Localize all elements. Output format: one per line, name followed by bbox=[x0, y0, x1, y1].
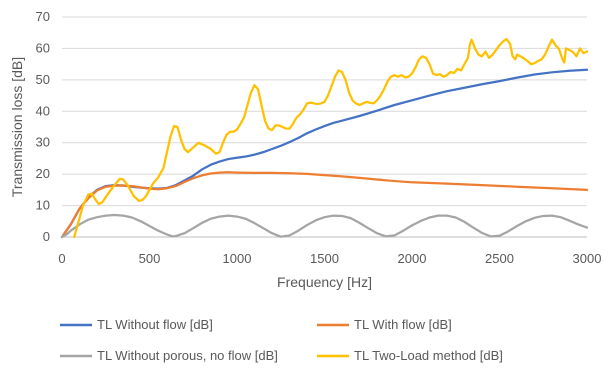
x-tick-label-500: 500 bbox=[139, 251, 161, 266]
x-tick-label-2000: 2000 bbox=[398, 251, 427, 266]
series-line-3 bbox=[60, 213, 589, 239]
y-tick-label-10: 10 bbox=[36, 198, 50, 213]
y-tick-label-20: 20 bbox=[36, 166, 50, 181]
gridlines bbox=[62, 16, 587, 207]
y-tick-label-40: 40 bbox=[36, 103, 50, 118]
legend: TL Without flow [dB] TL With flow [dB] TL … bbox=[60, 317, 503, 363]
series-line-2 bbox=[60, 171, 589, 239]
x-tick-label-3000: 3000 bbox=[573, 251, 602, 266]
tick-labels: 0 10 20 30 40 50 60 70 0 500 1000 1500 2000 2500 3000 bbox=[36, 9, 602, 266]
y-tick-label-60: 60 bbox=[36, 40, 50, 55]
y-axis-title: Transmission loss [dB] bbox=[9, 57, 25, 197]
legend-label-3: TL Without porous, no flow [dB] bbox=[97, 348, 278, 363]
x-axis-title: Frequency [Hz] bbox=[277, 274, 372, 290]
x-tick-label-0: 0 bbox=[58, 251, 65, 266]
series-lines bbox=[60, 37, 589, 239]
y-tick-label-30: 30 bbox=[36, 135, 50, 150]
y-tick-label-70: 70 bbox=[36, 9, 50, 24]
series-line-1 bbox=[60, 68, 589, 239]
legend-label-2: TL With flow [dB] bbox=[354, 317, 452, 332]
x-tick-label-1500: 1500 bbox=[310, 251, 339, 266]
x-tick-label-1000: 1000 bbox=[223, 251, 252, 266]
legend-label-1: TL Without flow [dB] bbox=[97, 317, 213, 332]
y-tick-label-50: 50 bbox=[36, 72, 50, 87]
legend-label-4: TL Two-Load method [dB] bbox=[354, 348, 503, 363]
x-tick-label-2500: 2500 bbox=[485, 251, 514, 266]
y-tick-label-0: 0 bbox=[43, 229, 50, 244]
series-line-4 bbox=[73, 37, 589, 239]
